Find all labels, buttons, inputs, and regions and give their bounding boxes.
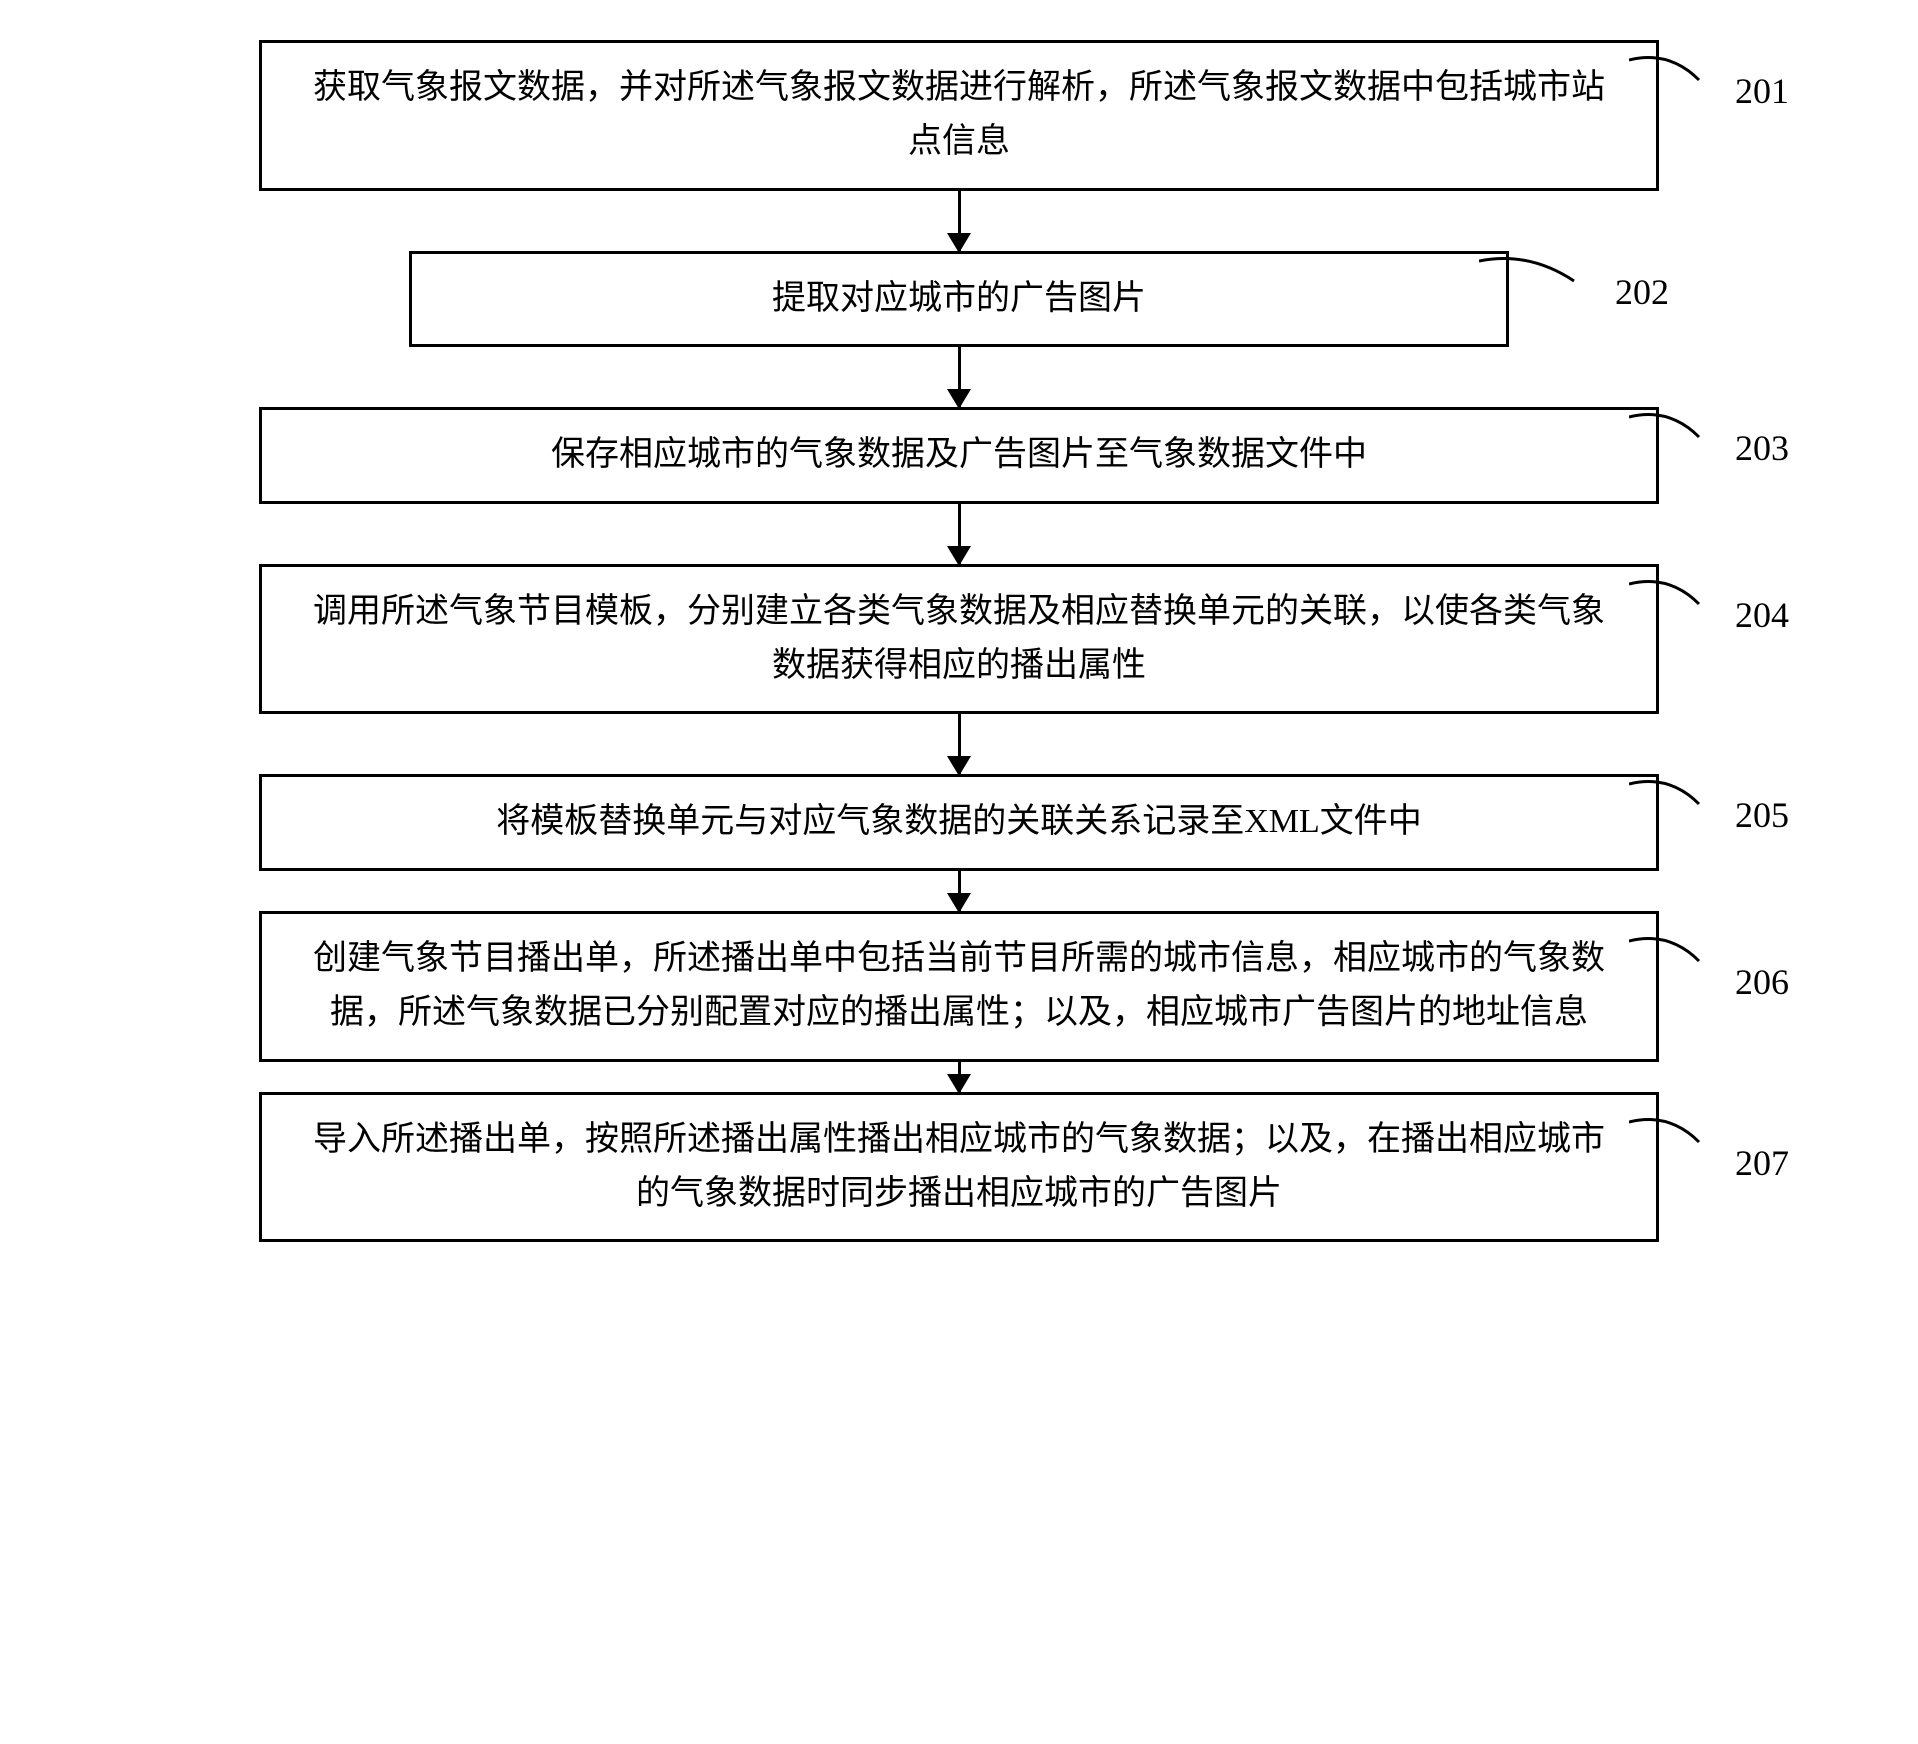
step-row-207: 导入所述播出单，按照所述播出属性播出相应城市的气象数据；以及，在播出相应城市的气… (159, 1092, 1759, 1243)
step-row-205: 将模板替换单元与对应气象数据的关联关系记录至XML文件中 205 (159, 774, 1759, 870)
step-box-203: 保存相应城市的气象数据及广告图片至气象数据文件中 (259, 407, 1659, 503)
label-curve-204 (1629, 574, 1719, 614)
step-label-205: 205 (1735, 794, 1789, 836)
step-text: 保存相应城市的气象数据及广告图片至气象数据文件中 (551, 428, 1367, 482)
step-box-201: 获取气象报文数据，并对所述气象报文数据进行解析，所述气象报文数据中包括城市站点信… (259, 40, 1659, 191)
connector-205-206 (159, 871, 1759, 911)
label-curve-203 (1629, 407, 1719, 447)
step-label-207: 207 (1735, 1142, 1789, 1184)
label-curve-201 (1629, 50, 1719, 90)
step-box-206: 创建气象节目播出单，所述播出单中包括当前节目所需的城市信息，相应城市的气象数据，… (259, 911, 1659, 1062)
step-text: 获取气象报文数据，并对所述气象报文数据进行解析，所述气象报文数据中包括城市站点信… (302, 61, 1616, 170)
connector-201-202 (159, 191, 1759, 251)
step-text: 调用所述气象节目模板，分别建立各类气象数据及相应替换单元的关联，以使各类气象数据… (302, 585, 1616, 694)
connector-202-203 (159, 347, 1759, 407)
step-text: 创建气象节目播出单，所述播出单中包括当前节目所需的城市信息，相应城市的气象数据，… (302, 932, 1616, 1041)
step-row-204: 调用所述气象节目模板，分别建立各类气象数据及相应替换单元的关联，以使各类气象数据… (159, 564, 1759, 715)
flowchart-container: 获取气象报文数据，并对所述气象报文数据进行解析，所述气象报文数据中包括城市站点信… (159, 40, 1759, 1242)
label-curve-207 (1629, 1112, 1719, 1152)
label-curve-205 (1629, 774, 1719, 814)
step-label-206: 206 (1735, 961, 1789, 1003)
label-curve-202 (1479, 251, 1589, 291)
step-box-202: 提取对应城市的广告图片 (409, 251, 1509, 347)
connector-203-204 (159, 504, 1759, 564)
label-curve-206 (1629, 931, 1719, 971)
step-text: 提取对应城市的广告图片 (772, 272, 1146, 326)
connector-206-207 (159, 1062, 1759, 1092)
step-label-202: 202 (1615, 271, 1669, 313)
connector-204-205 (159, 714, 1759, 774)
step-text: 导入所述播出单，按照所述播出属性播出相应城市的气象数据；以及，在播出相应城市的气… (302, 1113, 1616, 1222)
step-box-205: 将模板替换单元与对应气象数据的关联关系记录至XML文件中 (259, 774, 1659, 870)
step-row-202: 提取对应城市的广告图片 202 (159, 251, 1759, 347)
step-box-207: 导入所述播出单，按照所述播出属性播出相应城市的气象数据；以及，在播出相应城市的气… (259, 1092, 1659, 1243)
step-row-203: 保存相应城市的气象数据及广告图片至气象数据文件中 203 (159, 407, 1759, 503)
step-row-206: 创建气象节目播出单，所述播出单中包括当前节目所需的城市信息，相应城市的气象数据，… (159, 911, 1759, 1062)
step-label-203: 203 (1735, 427, 1789, 469)
step-text: 将模板替换单元与对应气象数据的关联关系记录至XML文件中 (496, 795, 1422, 849)
step-label-201: 201 (1735, 70, 1789, 112)
step-box-204: 调用所述气象节目模板，分别建立各类气象数据及相应替换单元的关联，以使各类气象数据… (259, 564, 1659, 715)
step-row-201: 获取气象报文数据，并对所述气象报文数据进行解析，所述气象报文数据中包括城市站点信… (159, 40, 1759, 191)
step-label-204: 204 (1735, 594, 1789, 636)
